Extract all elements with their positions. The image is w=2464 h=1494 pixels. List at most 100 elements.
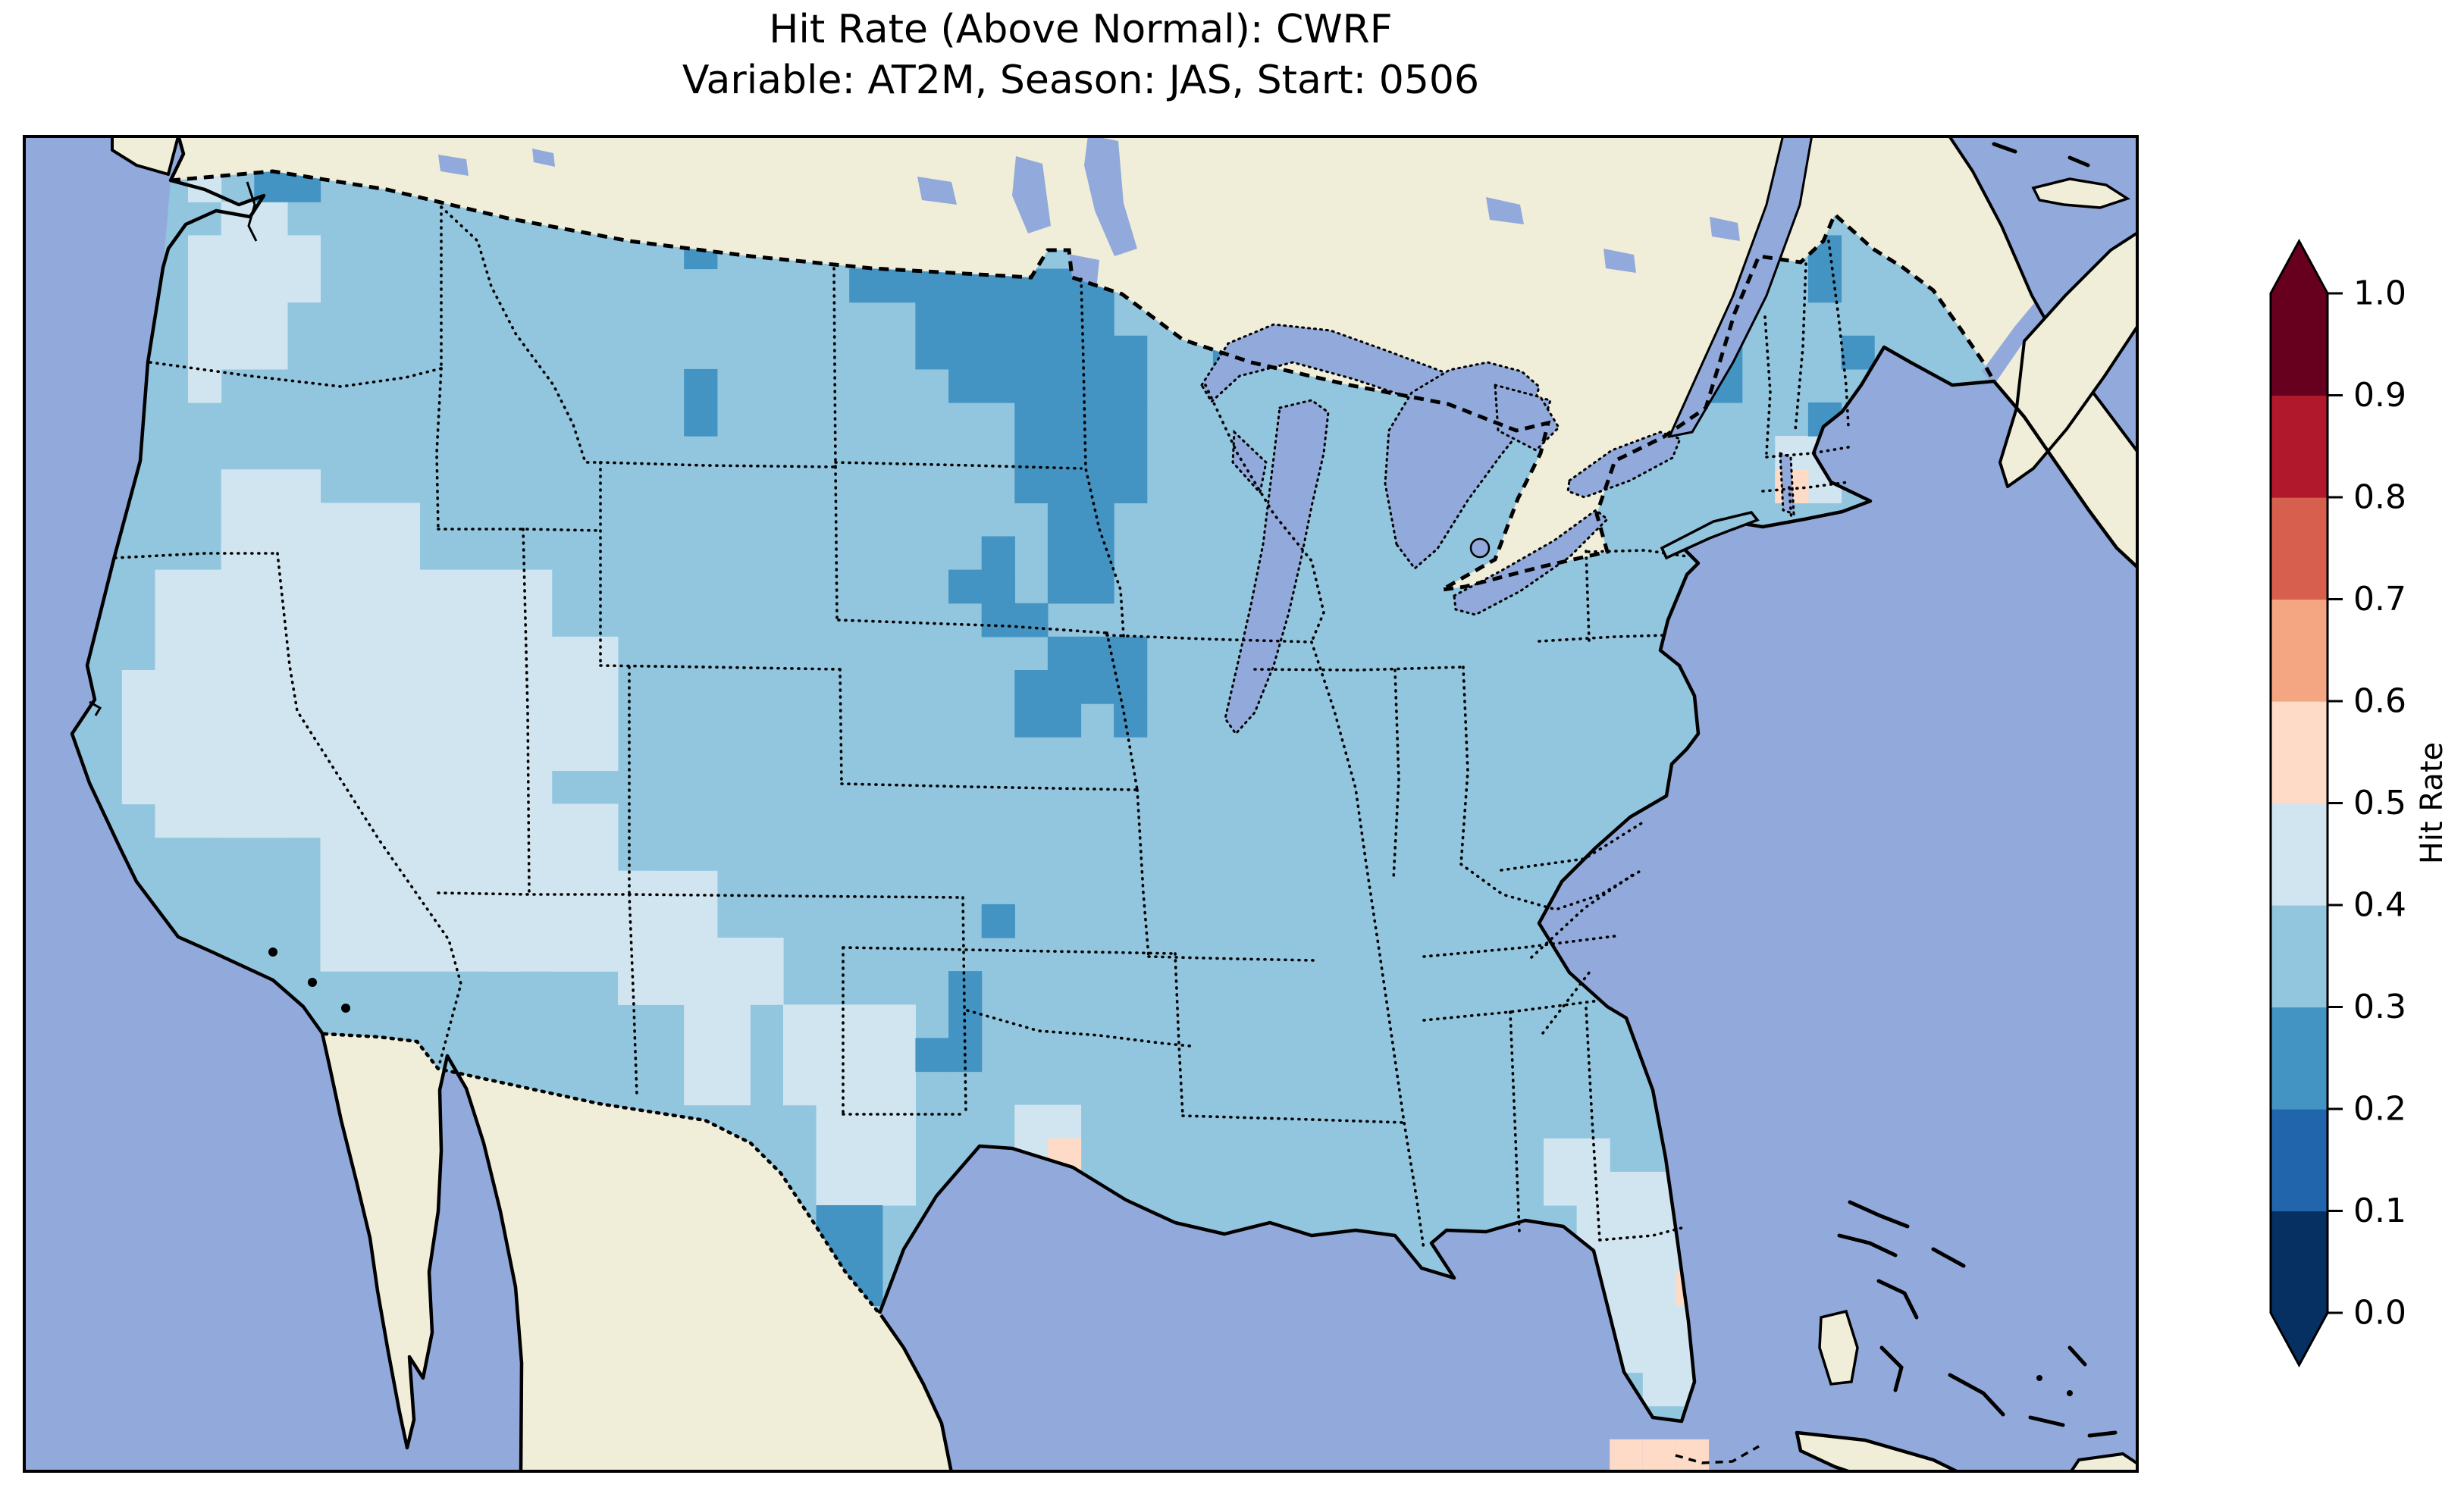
state-border-line: [1253, 666, 1465, 672]
hit-rate-cell: [1576, 1171, 1676, 1239]
state-border-line: [276, 552, 462, 1070]
colorbar-bin: [2271, 1007, 2328, 1110]
hit-rate-cell: [816, 1104, 916, 1206]
map-frame: [23, 135, 2139, 1473]
nova-scotia: [1998, 230, 2139, 488]
colorbar-bin: [2271, 293, 2328, 396]
hit-rate-cell: [551, 636, 619, 771]
colorbar-label: Hit Rate: [2415, 742, 2450, 864]
state-border-line: [832, 267, 837, 468]
state-border-line: [1422, 999, 1601, 1022]
andros-island: [1818, 1309, 1859, 1386]
state-border-line: [1788, 486, 1793, 521]
state-border-line: [1500, 819, 1647, 872]
colorbar-bin: [2271, 599, 2328, 702]
colorbar-extend-min: [2271, 1313, 2328, 1365]
caribbean-islands: [1795, 142, 2139, 1473]
state-border-line: [114, 552, 279, 559]
puget-sound: [246, 181, 258, 242]
new-brunswick-coastline: [1947, 135, 2139, 455]
state-border-line: [1422, 935, 1616, 958]
colorbar-tick-label: 1.0: [2353, 274, 2406, 313]
state-border-line: [149, 361, 443, 388]
figure-title: Hit Rate (Above Normal): CWRF Variable: …: [23, 5, 2139, 105]
hit-rate-cell: [1014, 603, 1049, 637]
state-border-line: [435, 367, 443, 531]
small-island: [1948, 1373, 2005, 1417]
small-island: [1879, 1345, 1904, 1392]
florida-keys: [1675, 1445, 1760, 1464]
colorbar-tick-label: 0.5: [2353, 784, 2406, 822]
colorbar-bin: [2271, 701, 2328, 804]
state-border-line: [1541, 967, 1594, 1035]
state-border-line: [599, 664, 842, 671]
colorbar-bin: [2271, 1211, 2328, 1314]
state-border-line: [1459, 666, 1469, 866]
hit-rate-cell: [419, 569, 553, 805]
colorbar-tick-label: 0.1: [2353, 1192, 2406, 1230]
colorbar: 1.0 0.9 0.8 0.7 0.6 0.5 0.4 0.3 0.2 0.1 0.0 Hit Rat…: [2269, 238, 2450, 1368]
lake-ontario: [1566, 431, 1682, 499]
hit-rate-cell: [981, 904, 1015, 938]
colorbar-bin: [2271, 1109, 2328, 1212]
state-border-line: [1509, 1010, 1521, 1233]
small-island: [2067, 155, 2090, 168]
colorbar-tick-label: 0.6: [2353, 682, 2406, 721]
state-border-line: [628, 893, 638, 1098]
us-mexico-border: [322, 1032, 882, 1316]
state-border-line: [834, 465, 839, 622]
great-lakes: [1200, 323, 1795, 736]
colorbar-extend-max: [2271, 241, 2328, 293]
hit-rate-cell: [1114, 703, 1148, 738]
channel-island: [308, 978, 317, 987]
title-line-1: Hit Rate (Above Normal): CWRF: [769, 7, 1393, 52]
hit-rate-cell: [915, 1038, 949, 1073]
hit-rate-cell: [221, 469, 321, 571]
state-border-line: [1136, 788, 1150, 958]
state-border-line: [1827, 240, 1850, 428]
hit-rate-cell: [1014, 402, 1148, 503]
state-borders: [114, 205, 1850, 1251]
state-border-line: [628, 893, 964, 899]
small-island: [2028, 1415, 2065, 1427]
state-border-line: [437, 528, 602, 532]
state-border-line: [1147, 955, 1315, 962]
hit-rate-cell: [716, 938, 784, 1005]
long-island: [1660, 511, 1760, 560]
lake-greenbay: [1231, 429, 1268, 496]
hit-rate-cell: [1014, 670, 1082, 738]
hit-rate-cell: [948, 569, 1015, 604]
lake-erie: [1453, 509, 1610, 616]
small-island: [2067, 1390, 2073, 1396]
colorbar-tick-label: 0.7: [2353, 580, 2406, 619]
colorbar-bin: [2271, 803, 2328, 906]
hit-rate-cell: [1047, 503, 1114, 604]
colorbar-tick-label: 0.0: [2353, 1294, 2406, 1333]
hit-rate-cell: [915, 302, 983, 370]
state-border-line: [437, 891, 631, 896]
san-francisco-bay: [89, 700, 102, 716]
bay-of-fundy: [1982, 233, 2111, 385]
cuba: [1795, 1430, 1964, 1473]
colorbar-bin: [2271, 395, 2328, 498]
state-border-line: [1761, 481, 1850, 493]
colorbar-tick-label: 0.4: [2353, 886, 2406, 925]
state-border-line: [1765, 446, 1850, 459]
hit-rate-cell: [121, 670, 189, 805]
state-border-line: [599, 461, 835, 468]
state-border-line: [1204, 384, 1325, 644]
state-border-line: [1794, 262, 1807, 432]
hit-rate-cell-ocean: [1610, 1439, 1643, 1473]
state-border-line: [1310, 641, 1425, 1251]
state-border-line: [837, 619, 1108, 634]
state-border-line: [961, 896, 967, 1116]
small-island: [2067, 1345, 2087, 1367]
us-hit-rate-map: [23, 135, 2139, 1473]
state-border-line: [1181, 1114, 1406, 1124]
small-island: [1992, 142, 2017, 154]
hit-rate-cell: [783, 1004, 916, 1106]
hit-rate-cell: [1114, 335, 1148, 403]
hit-rate-cell: [188, 268, 222, 403]
small-island: [2036, 1375, 2042, 1381]
state-border-line: [1585, 1007, 1601, 1242]
